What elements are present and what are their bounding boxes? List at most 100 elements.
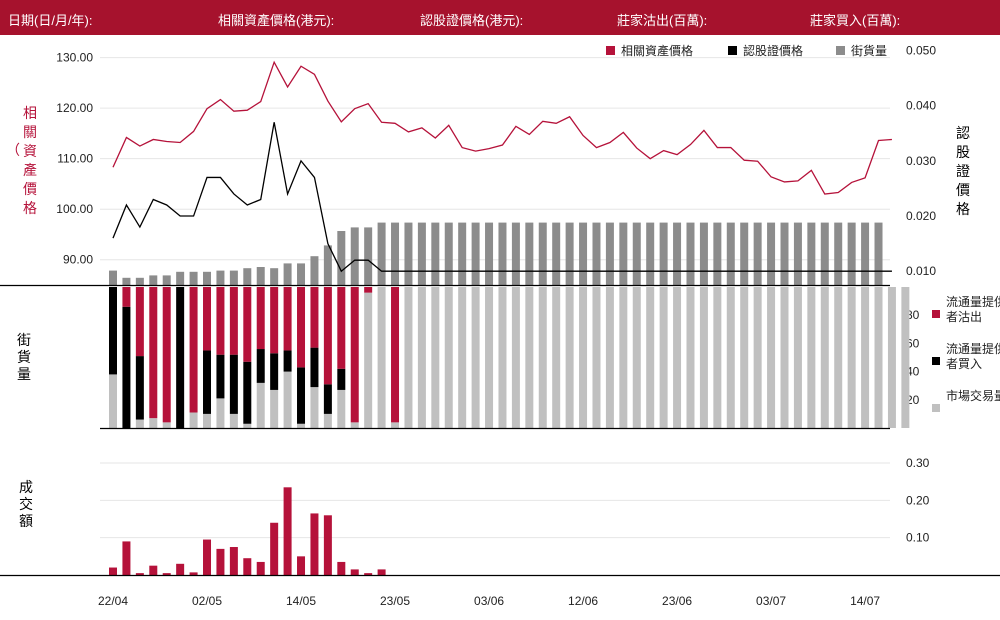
lp-sell-bar: [162, 287, 171, 423]
turnover-bar: [283, 487, 292, 575]
turnover-bar: [229, 547, 238, 575]
market-volume-bar: [270, 389, 279, 428]
outstanding-bar: [673, 222, 682, 285]
outstanding-bar: [592, 222, 601, 285]
y-right-tick: 0.040: [906, 99, 936, 113]
lp-buy-bar: [216, 354, 225, 399]
y-pct-tick: 20: [906, 393, 920, 407]
mm-buy-label: 莊家買入(百萬):: [810, 13, 901, 28]
turnover-bar: [109, 567, 117, 575]
y-turnover-axis-label: 額: [19, 513, 33, 529]
lp-buy-bar: [256, 349, 265, 383]
date-label: 日期(日/月/年):: [8, 13, 93, 28]
market-volume-bar: [337, 389, 346, 428]
outstanding-bar: [847, 222, 856, 285]
lp-sell-bar: [364, 287, 373, 293]
warrant-price-line: [112, 122, 892, 273]
y-right-tick: 0.020: [906, 209, 936, 223]
outstanding-bar: [659, 222, 668, 285]
lp-buy-bar: [283, 350, 292, 372]
lp-sell-bar: [270, 287, 279, 354]
x-tick: 23/06: [662, 594, 692, 608]
market-volume-bar: [216, 398, 225, 428]
lp-sell-bar: [297, 287, 306, 368]
turnover-bar: [337, 561, 346, 575]
lp-sell-bar: [391, 287, 400, 423]
outstanding-bar: [162, 275, 171, 285]
market-volume-bar: [780, 287, 789, 428]
y-right-tick: 0.030: [906, 154, 936, 168]
y-pct-tick: 60: [906, 336, 920, 350]
y-right-axis-label: 認: [956, 125, 970, 141]
market-volume-bar: [887, 287, 896, 428]
outstanding-bar: [203, 271, 212, 285]
lp-buy-bar: [270, 353, 279, 390]
market-volume-bar: [135, 419, 144, 428]
y-right-tick: 0.050: [906, 44, 936, 58]
warrant-price-label: 認股證價格(港元):: [420, 13, 524, 28]
y-left-axis-label: 關: [23, 124, 37, 140]
y-turnover-axis-label: 成: [19, 479, 33, 495]
market-volume-bar: [793, 287, 802, 428]
market-volume-bar: [323, 413, 332, 428]
lp-sell-bar: [229, 287, 238, 355]
outstanding-bar: [525, 222, 534, 285]
turnover-bar: [176, 563, 185, 575]
market-volume-bar: [713, 287, 722, 428]
market-volume-bar: [861, 287, 870, 428]
lp-buy-bar: [122, 306, 131, 428]
x-tick: 03/06: [474, 594, 504, 608]
market-volume-bar: [834, 287, 843, 428]
lp-buy-bar: [243, 361, 252, 424]
y-left-axis-label: 價: [23, 181, 37, 197]
turnover-bar: [377, 569, 386, 575]
lp-buy-bar: [323, 384, 332, 414]
market-volume-bar: [243, 423, 252, 428]
y-left-tick: 90.00: [63, 253, 93, 267]
market-volume-bar: [659, 287, 668, 428]
legend-label: 市場交易量: [946, 388, 1000, 403]
market-volume-bar: [229, 413, 238, 428]
outstanding-bar: [699, 222, 708, 285]
lp-buy-bar: [203, 350, 212, 414]
legend-label: 街貨量: [851, 43, 887, 58]
outstanding-bar: [740, 222, 749, 285]
turnover-bar: [323, 515, 332, 575]
turnover-bar: [149, 565, 158, 575]
outstanding-bar: [874, 222, 883, 285]
outstanding-bar: [270, 268, 279, 285]
market-volume-bar: [444, 287, 453, 428]
market-volume-bar: [511, 287, 520, 428]
turnover-bar: [256, 561, 265, 575]
legend-swatch: [836, 46, 845, 55]
lp-sell-bar: [122, 287, 131, 307]
market-volume-bar: [847, 287, 856, 428]
market-volume-bar: [552, 287, 561, 428]
market-volume-bar: [820, 287, 829, 428]
lp-sell-bar: [216, 287, 225, 355]
legend-swatch: [728, 46, 737, 55]
market-volume-bar: [579, 287, 588, 428]
outstanding-bar: [310, 256, 319, 285]
underlying-price-line: [112, 60, 892, 195]
outstanding-bar: [632, 222, 641, 285]
market-volume-bar: [538, 287, 547, 428]
market-volume-bar: [364, 292, 373, 428]
outstanding-bar: [498, 222, 507, 285]
lp-sell-bar: [283, 287, 292, 351]
outstanding-bar: [820, 222, 829, 285]
market-volume-bar: [149, 418, 158, 428]
legend-label: 相關資產價格: [621, 43, 693, 58]
lp-buy-bar: [109, 287, 117, 375]
outstanding-bar: [176, 271, 185, 285]
outstanding-bar: [538, 222, 547, 285]
outstanding-bar: [511, 222, 520, 285]
y-left-axis-label: 相: [23, 105, 37, 121]
outstanding-bar: [297, 263, 306, 285]
turnover-bar: [135, 573, 144, 575]
y-right-axis-label: 證: [956, 163, 970, 179]
outstanding-bar: [229, 270, 238, 285]
legend-label: 認股證價格: [743, 43, 803, 58]
outstanding-bar: [149, 275, 158, 285]
market-volume-bar: [350, 422, 359, 428]
